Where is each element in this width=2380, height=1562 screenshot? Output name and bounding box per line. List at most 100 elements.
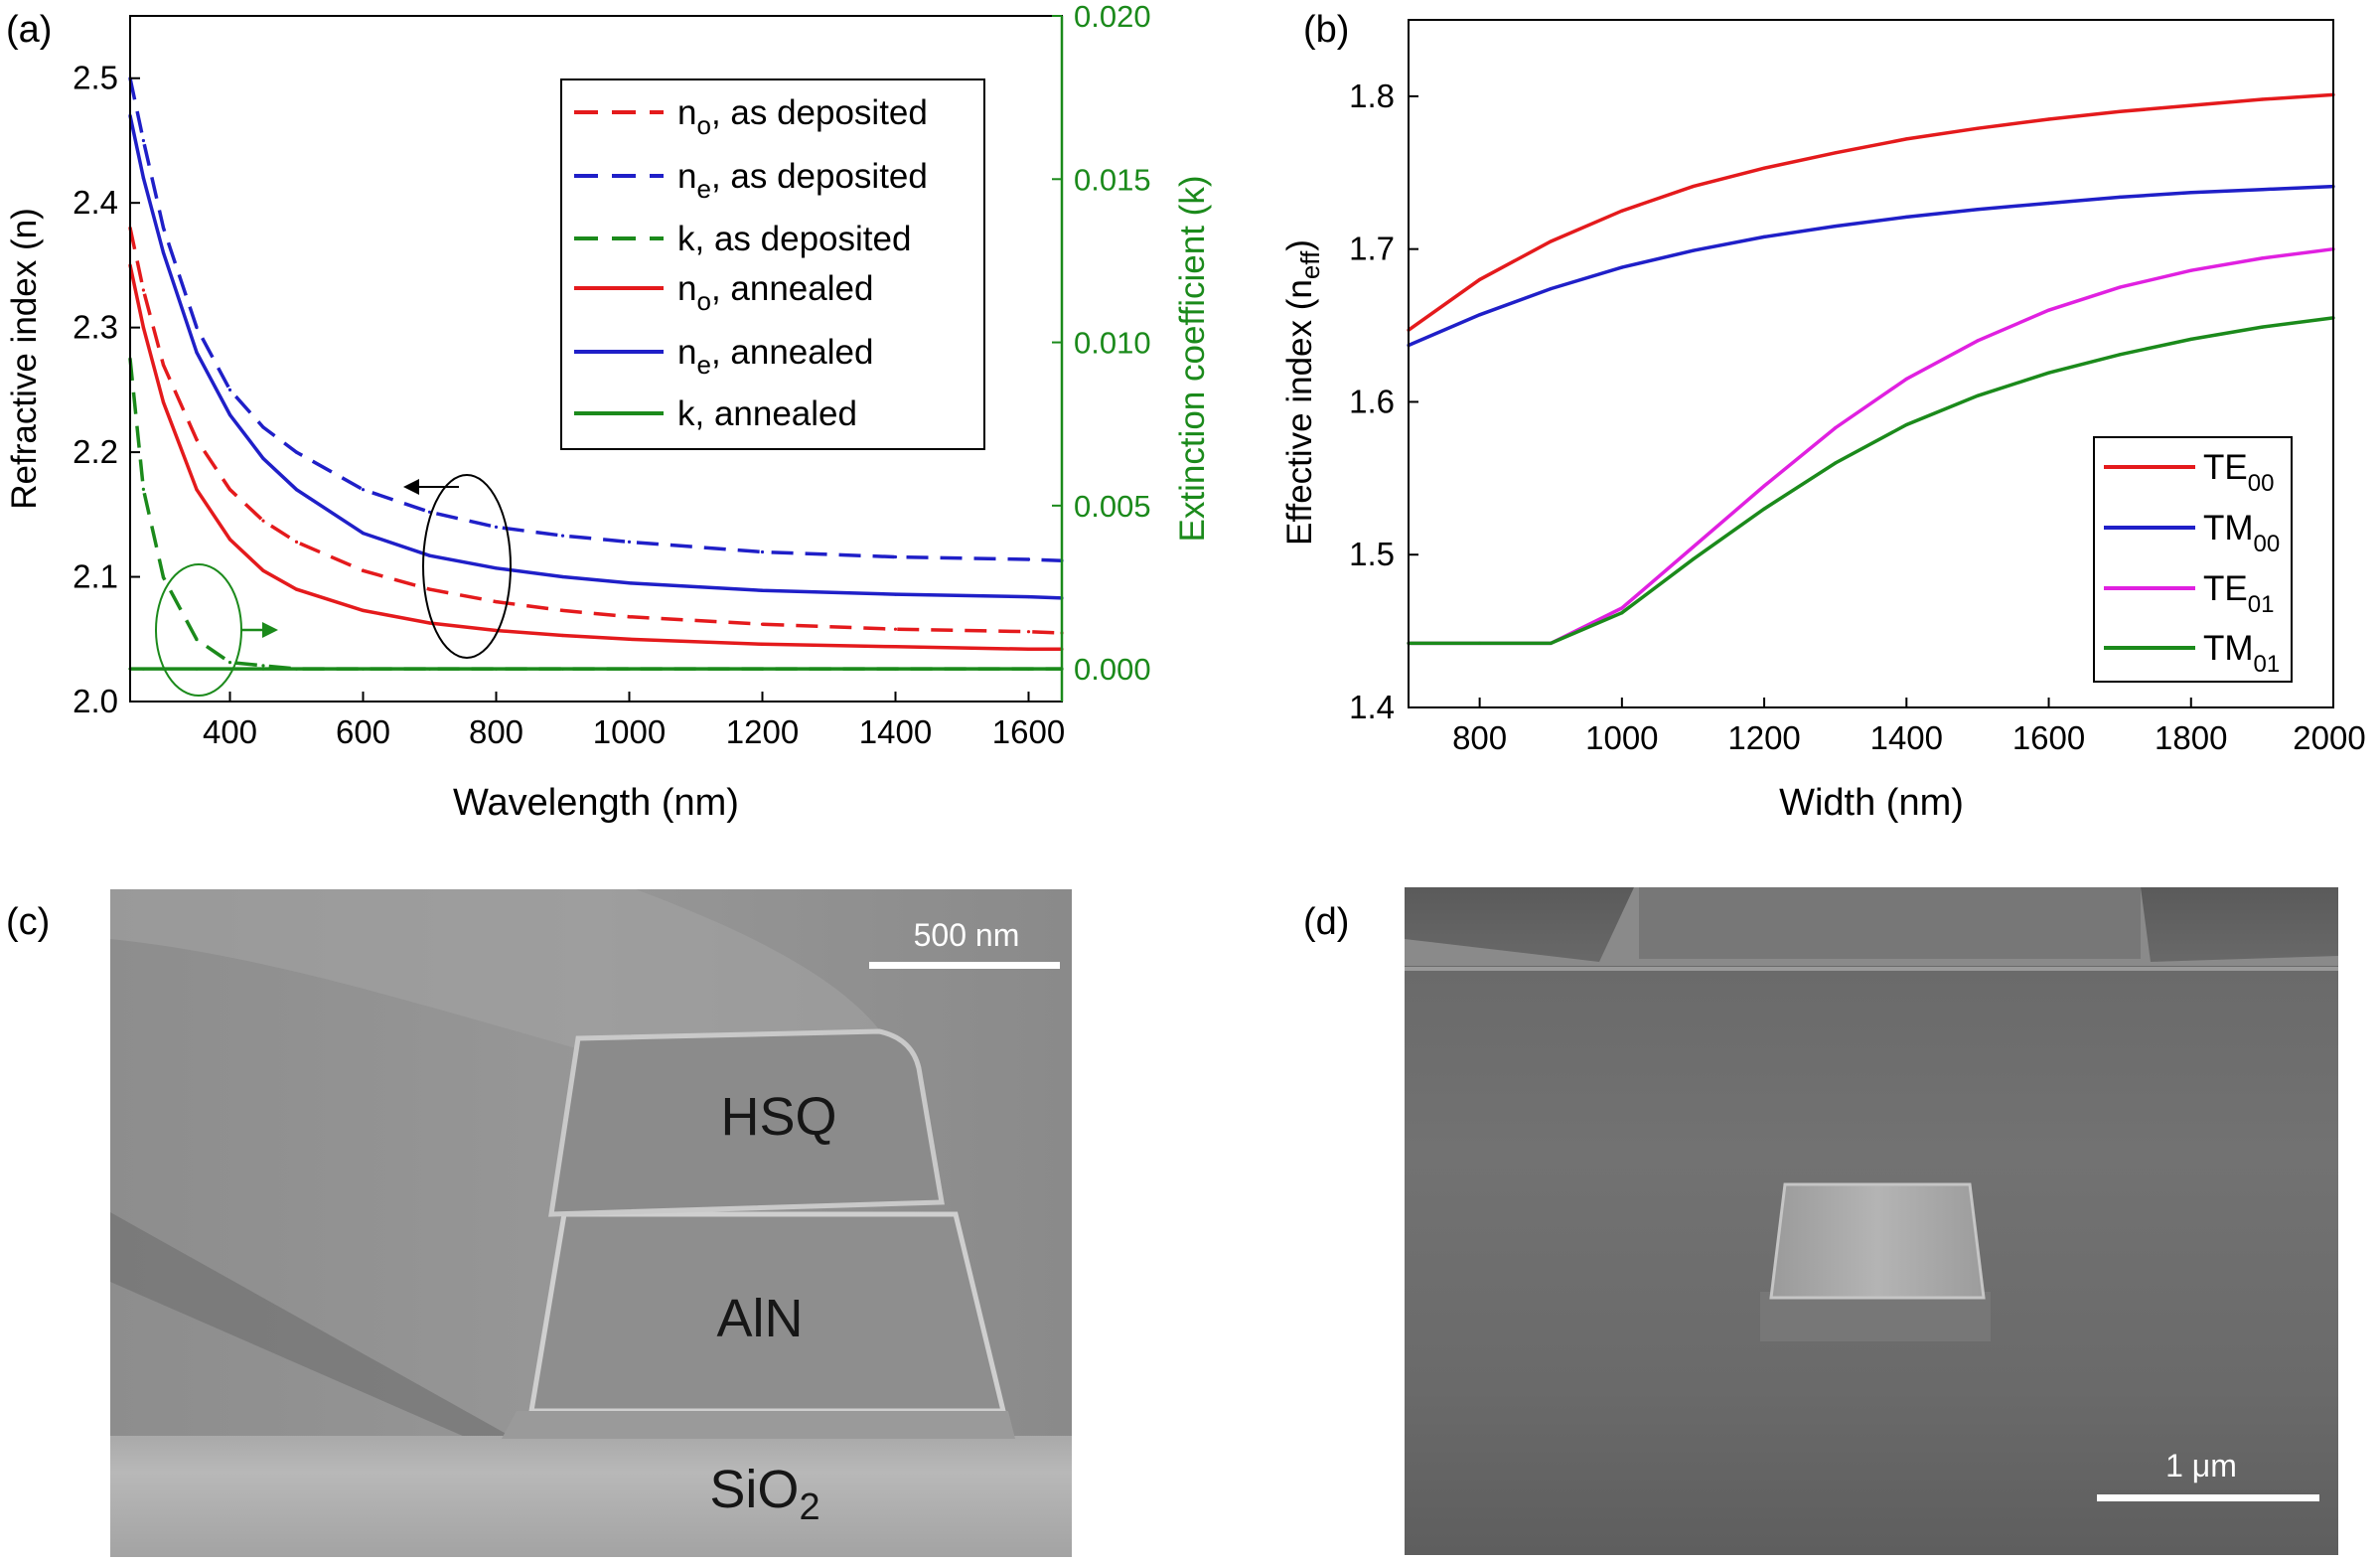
sem-c-scalebar (869, 962, 1060, 969)
sem-c-resist-curve (110, 889, 892, 1048)
data-point-k-annealed-8 (427, 667, 432, 671)
data-point-te00-6 (1834, 151, 1838, 155)
sem-c-sio2-base: SiO (709, 1460, 799, 1519)
legend-label-ne-annealed: ne, annealed (677, 333, 873, 380)
panel-a-xlabel: Wavelength (nm) (453, 782, 739, 824)
panel-d-label: (d) (1303, 901, 1349, 943)
y-tick-label-a-1: 2.1 (73, 558, 118, 595)
sem-c-substrate (110, 1436, 1072, 1557)
y-tick-label-b-4: 1.8 (1349, 78, 1395, 114)
data-point-no-annealed-10 (560, 633, 565, 638)
legend-label-k-annealed: k, annealed (677, 394, 857, 433)
data-point-te00-8 (1976, 126, 1980, 130)
data-point-k-annealed-9 (494, 667, 499, 671)
x-tick-label-a-4: 1200 (726, 713, 799, 750)
data-point-no-as-deposited-12 (760, 622, 765, 626)
data-point-ne-annealed-10 (560, 574, 565, 579)
data-point-k-annealed-3 (195, 667, 199, 671)
data-point-tm01-3 (1620, 611, 1624, 615)
data-point-ne-annealed-3 (195, 351, 199, 355)
data-point-tm00-5 (1762, 234, 1766, 238)
panel-b-chart: (b) 800 1000 1200 1400 1600 1800 2000 1.4 1.5 1.6… (1280, 9, 2366, 824)
panel-a-legend: no, as deposited ne, as deposited k, as de… (560, 78, 985, 450)
data-point-k-annealed-7 (361, 667, 366, 671)
annotation-arrow-left-head (403, 479, 419, 495)
x-tick-label-a-1: 600 (336, 713, 390, 750)
y-tick-label-a-4: 2.4 (73, 184, 118, 221)
data-point-tm00-9 (2046, 201, 2051, 206)
data-point-tm00-6 (1834, 225, 1838, 229)
panel-a-ylabel: Refractive index (n) (5, 208, 44, 509)
y-tick-label-a-2: 2.2 (73, 433, 118, 470)
data-point-tm00-11 (2189, 191, 2193, 195)
data-point-no-as-deposited-7 (361, 568, 366, 572)
data-point-ne-as-deposited-12 (760, 549, 765, 554)
data-point-k-annealed-10 (560, 667, 565, 671)
series-line-te00 (1407, 92, 2334, 332)
panel-a-legend-box (560, 78, 985, 450)
data-point-tm01-2 (1549, 641, 1553, 646)
data-point-no-annealed-6 (294, 587, 299, 591)
panel-b-ylabel-tail: ) (1280, 239, 1319, 251)
data-point-te00-7 (1904, 137, 1908, 141)
data-point-no-as-deposited-1 (141, 288, 145, 292)
data-point-tm00-1 (1478, 313, 1482, 317)
x-tick-label-a-2: 800 (469, 713, 523, 750)
series-line-tm00 (1408, 184, 2334, 348)
data-point-k-as-deposited-1 (141, 487, 145, 491)
data-point-ne-as-deposited-5 (261, 425, 265, 429)
data-point-no-annealed-2 (161, 400, 166, 404)
data-point-te00-4 (1691, 185, 1696, 189)
x-tick-label-a-0: 400 (203, 713, 257, 750)
data-point-tm00-2 (1549, 287, 1553, 291)
panel-b-ylabel-base: Effective index (n (1280, 279, 1319, 546)
data-point-ne-as-deposited-13 (893, 554, 898, 559)
y2-tick-label-a-3: 0.015 (1074, 162, 1151, 197)
data-point-ne-as-deposited-10 (560, 534, 565, 538)
y2-tick-label-a-4: 0.020 (1074, 0, 1151, 34)
data-point-te01-5 (1762, 484, 1766, 488)
legend-label-te01: TE01 (2203, 569, 2274, 618)
annotation-ellipse-n (422, 474, 512, 659)
data-point-ne-annealed-8 (427, 553, 432, 557)
data-point-k-annealed-11 (627, 667, 632, 671)
data-point-te00-1 (1478, 277, 1482, 281)
y2-tick-label-a-2: 0.010 (1074, 326, 1151, 361)
data-point-no-as-deposited-14 (1026, 630, 1031, 634)
y2-tick-label-a-1: 0.005 (1074, 489, 1151, 524)
x-tick-label-a-5: 1400 (859, 713, 932, 750)
data-point-no-as-deposited-11 (627, 615, 632, 619)
data-point-te01-6 (1834, 426, 1838, 430)
data-point-ne-annealed-7 (361, 532, 366, 536)
data-point-te00-11 (2189, 103, 2193, 107)
y-tick-label-b-0: 1.4 (1349, 689, 1395, 725)
y-tick-label-b-1: 1.5 (1349, 536, 1395, 572)
series-line-tm01 (1409, 316, 2334, 646)
legend-label-k-as-deposited: k, as deposited (677, 220, 911, 258)
y-tick-label-b-3: 1.7 (1349, 231, 1395, 267)
data-point-no-annealed-5 (261, 568, 265, 572)
data-point-tm01-4 (1691, 557, 1696, 561)
legend-label-no-as-deposited: no, as deposited (677, 93, 928, 140)
panel-d-sem-image: (d) 1 μm (1303, 887, 2338, 1555)
panel-a-series (128, 77, 1064, 671)
panel-b-legend-items: TE00 TM00 TE01 TM01 (2104, 448, 2280, 678)
y2-tick-label-a-0: 0.000 (1074, 652, 1151, 687)
sem-c-scalebar-label: 500 nm (914, 917, 1020, 953)
data-point-ne-as-deposited-7 (361, 488, 366, 492)
data-point-no-as-deposited-9 (494, 600, 499, 604)
panel-b-label: (b) (1303, 9, 1349, 51)
series-line-ne-as-deposited (128, 78, 1063, 562)
data-point-tm01-12 (2260, 325, 2264, 329)
data-point-k-annealed-5 (261, 667, 265, 671)
panel-b-ticks: 800 1000 1200 1400 1600 1800 2000 1.4 1.5 1.6 1.7 1… (1349, 78, 2366, 756)
annotation-arrow-right-head (262, 622, 278, 638)
data-point-tm00-4 (1691, 248, 1696, 252)
data-point-no-annealed-14 (1026, 647, 1031, 651)
sem-c-aln-label: AlN (716, 1289, 803, 1348)
panel-a-chart: (a) 400 600 800 1000 1200 1400 1600 2.0 2.1 2.2 2.… (5, 0, 1212, 824)
data-point-te01-8 (1976, 339, 1980, 343)
data-point-no-annealed-4 (227, 538, 232, 542)
data-point-te00-12 (2260, 97, 2264, 101)
series-line-ne-annealed (128, 115, 1063, 600)
